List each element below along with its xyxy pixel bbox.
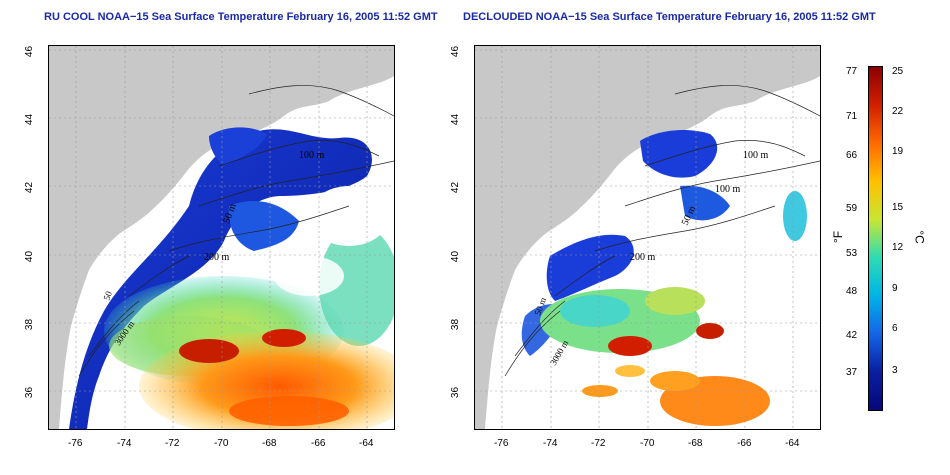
celsius-tick: 22 xyxy=(892,106,904,117)
right-panel-title: DECLOUDED NOAA−15 Sea Surface Temperatur… xyxy=(463,11,876,23)
lon-tick: -70 xyxy=(640,438,655,449)
fahrenheit-tick: 53 xyxy=(846,248,858,259)
celsius-tick: 25 xyxy=(892,66,904,77)
celsius-tick: 19 xyxy=(892,146,904,157)
contour-label: 100 m xyxy=(715,184,741,195)
lat-tick: 46 xyxy=(450,45,462,58)
right-sst-map: 100 m 100 m 50 m 200 m 50 m 3000 m xyxy=(474,45,821,430)
fahrenheit-tick: 48 xyxy=(846,286,858,297)
lon-tick: -72 xyxy=(591,438,606,449)
land-mass xyxy=(475,46,820,429)
lat-tick: 40 xyxy=(24,250,36,263)
lon-tick: -64 xyxy=(785,438,800,449)
lon-tick: -76 xyxy=(68,438,83,449)
celsius-tick: 3 xyxy=(892,365,898,376)
contour-label: 200 m xyxy=(204,252,230,263)
contour-label: 3000 m xyxy=(548,338,570,367)
celsius-tick: 9 xyxy=(892,283,898,294)
lon-tick: -66 xyxy=(311,438,326,449)
lon-tick: -68 xyxy=(262,438,277,449)
land-mass xyxy=(49,46,394,429)
celsius-tick: 12 xyxy=(892,242,904,253)
lat-tick: 36 xyxy=(24,386,36,399)
lon-tick: -72 xyxy=(165,438,180,449)
fahrenheit-tick: 77 xyxy=(846,66,858,77)
celsius-tick: 6 xyxy=(892,323,898,334)
lat-tick: 38 xyxy=(24,318,36,331)
lon-tick: -76 xyxy=(494,438,509,449)
fahrenheit-tick: 42 xyxy=(846,330,858,341)
contour-label: 100 m xyxy=(299,150,325,161)
left-panel-title: RU COOL NOAA−15 Sea Surface Temperature … xyxy=(44,11,438,23)
lon-tick: -64 xyxy=(359,438,374,449)
celsius-tick: 15 xyxy=(892,202,904,213)
contour-label: 50 xyxy=(101,289,114,301)
lon-tick: -70 xyxy=(214,438,229,449)
lat-tick: 44 xyxy=(24,113,36,126)
contour-label: 100 m xyxy=(743,150,769,161)
lat-tick: 42 xyxy=(24,181,36,194)
lat-tick: 44 xyxy=(450,113,462,126)
lat-tick: 46 xyxy=(24,45,36,58)
celsius-label: °C xyxy=(912,230,927,244)
fahrenheit-tick: 59 xyxy=(846,203,858,214)
lon-tick: -68 xyxy=(688,438,703,449)
lon-tick: -74 xyxy=(117,438,132,449)
lon-tick: -66 xyxy=(737,438,752,449)
fahrenheit-label: °F xyxy=(831,230,846,244)
lat-tick: 42 xyxy=(450,181,462,194)
fahrenheit-tick: 37 xyxy=(846,367,858,378)
temperature-colorbar xyxy=(868,66,883,411)
fahrenheit-tick: 71 xyxy=(846,111,858,122)
contour-label: 200 m xyxy=(630,252,656,263)
lat-tick: 40 xyxy=(450,250,462,263)
left-sst-map: 100 m 50 m 200 m 50 3000 m xyxy=(48,45,395,430)
lat-tick: 38 xyxy=(450,318,462,331)
lon-tick: -74 xyxy=(543,438,558,449)
lat-tick: 36 xyxy=(450,386,462,399)
fahrenheit-tick: 66 xyxy=(846,150,858,161)
